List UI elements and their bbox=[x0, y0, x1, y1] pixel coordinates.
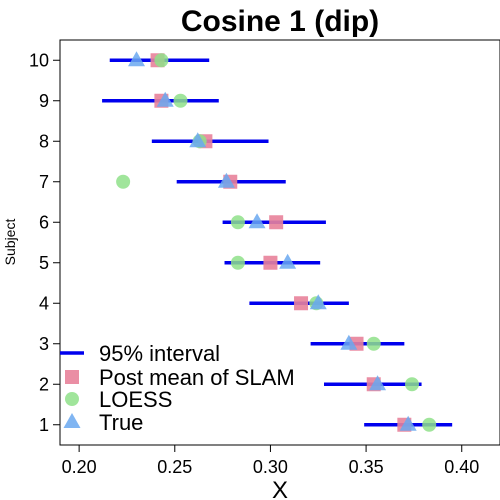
x-tick-label: 0.20 bbox=[62, 457, 97, 477]
chart-title: Cosine 1 (dip) bbox=[181, 5, 379, 38]
y-axis-label: Subject bbox=[2, 219, 18, 266]
true-marker bbox=[309, 294, 327, 310]
loess-marker bbox=[230, 255, 245, 270]
y-tick-label: 3 bbox=[39, 334, 49, 354]
x-tick-label: 0.35 bbox=[349, 457, 384, 477]
true-marker bbox=[248, 213, 266, 229]
x-tick-label: 0.25 bbox=[157, 457, 192, 477]
post-mean-marker bbox=[263, 255, 278, 270]
true-marker bbox=[399, 415, 417, 431]
loess-marker bbox=[230, 215, 245, 230]
plot-area bbox=[59, 39, 500, 446]
true-marker bbox=[217, 172, 235, 188]
x-axis: 0.20 0.25 0.30 0.35 0.40 bbox=[62, 444, 479, 477]
x-tick-label: 0.40 bbox=[444, 457, 479, 477]
true-marker bbox=[279, 253, 297, 269]
y-tick-label: 1 bbox=[39, 415, 49, 435]
loess-marker bbox=[366, 336, 381, 351]
y-tick-label: 6 bbox=[39, 212, 49, 232]
loess-marker bbox=[405, 377, 419, 392]
post-mean-marker bbox=[294, 296, 309, 311]
x-tick-label: 0.30 bbox=[253, 457, 288, 477]
loess-marker bbox=[116, 174, 131, 189]
y-tick-label: 5 bbox=[39, 253, 49, 273]
y-tick-label: 4 bbox=[39, 293, 49, 313]
true-marker bbox=[189, 132, 207, 148]
legend-label: LOESS bbox=[99, 387, 172, 412]
y-tick-label: 8 bbox=[39, 131, 49, 151]
true-marker bbox=[156, 91, 174, 107]
legend-post-mean-symbol bbox=[65, 370, 79, 384]
true-series bbox=[128, 51, 417, 431]
legend-label: Post mean of SLAM bbox=[99, 365, 295, 390]
legend-loess-symbol bbox=[65, 392, 79, 406]
loess-marker bbox=[154, 53, 169, 68]
true-marker bbox=[128, 51, 146, 67]
loess-marker bbox=[422, 417, 437, 432]
y-axis: 1 2 3 4 5 6 7 8 9 10 bbox=[29, 50, 61, 435]
y-tick-label: 10 bbox=[29, 50, 49, 70]
x-axis-label: X bbox=[272, 477, 288, 500]
y-tick-label: 9 bbox=[39, 91, 49, 111]
true-marker bbox=[340, 334, 358, 350]
y-tick-label: 7 bbox=[39, 172, 49, 192]
loess-marker bbox=[173, 93, 188, 108]
legend-label: 95% interval bbox=[99, 341, 220, 366]
legend-true-symbol bbox=[63, 413, 81, 428]
y-tick-label: 2 bbox=[39, 374, 49, 394]
post-mean-marker bbox=[269, 215, 284, 230]
true-marker bbox=[369, 375, 387, 391]
legend-label: True bbox=[99, 410, 143, 435]
